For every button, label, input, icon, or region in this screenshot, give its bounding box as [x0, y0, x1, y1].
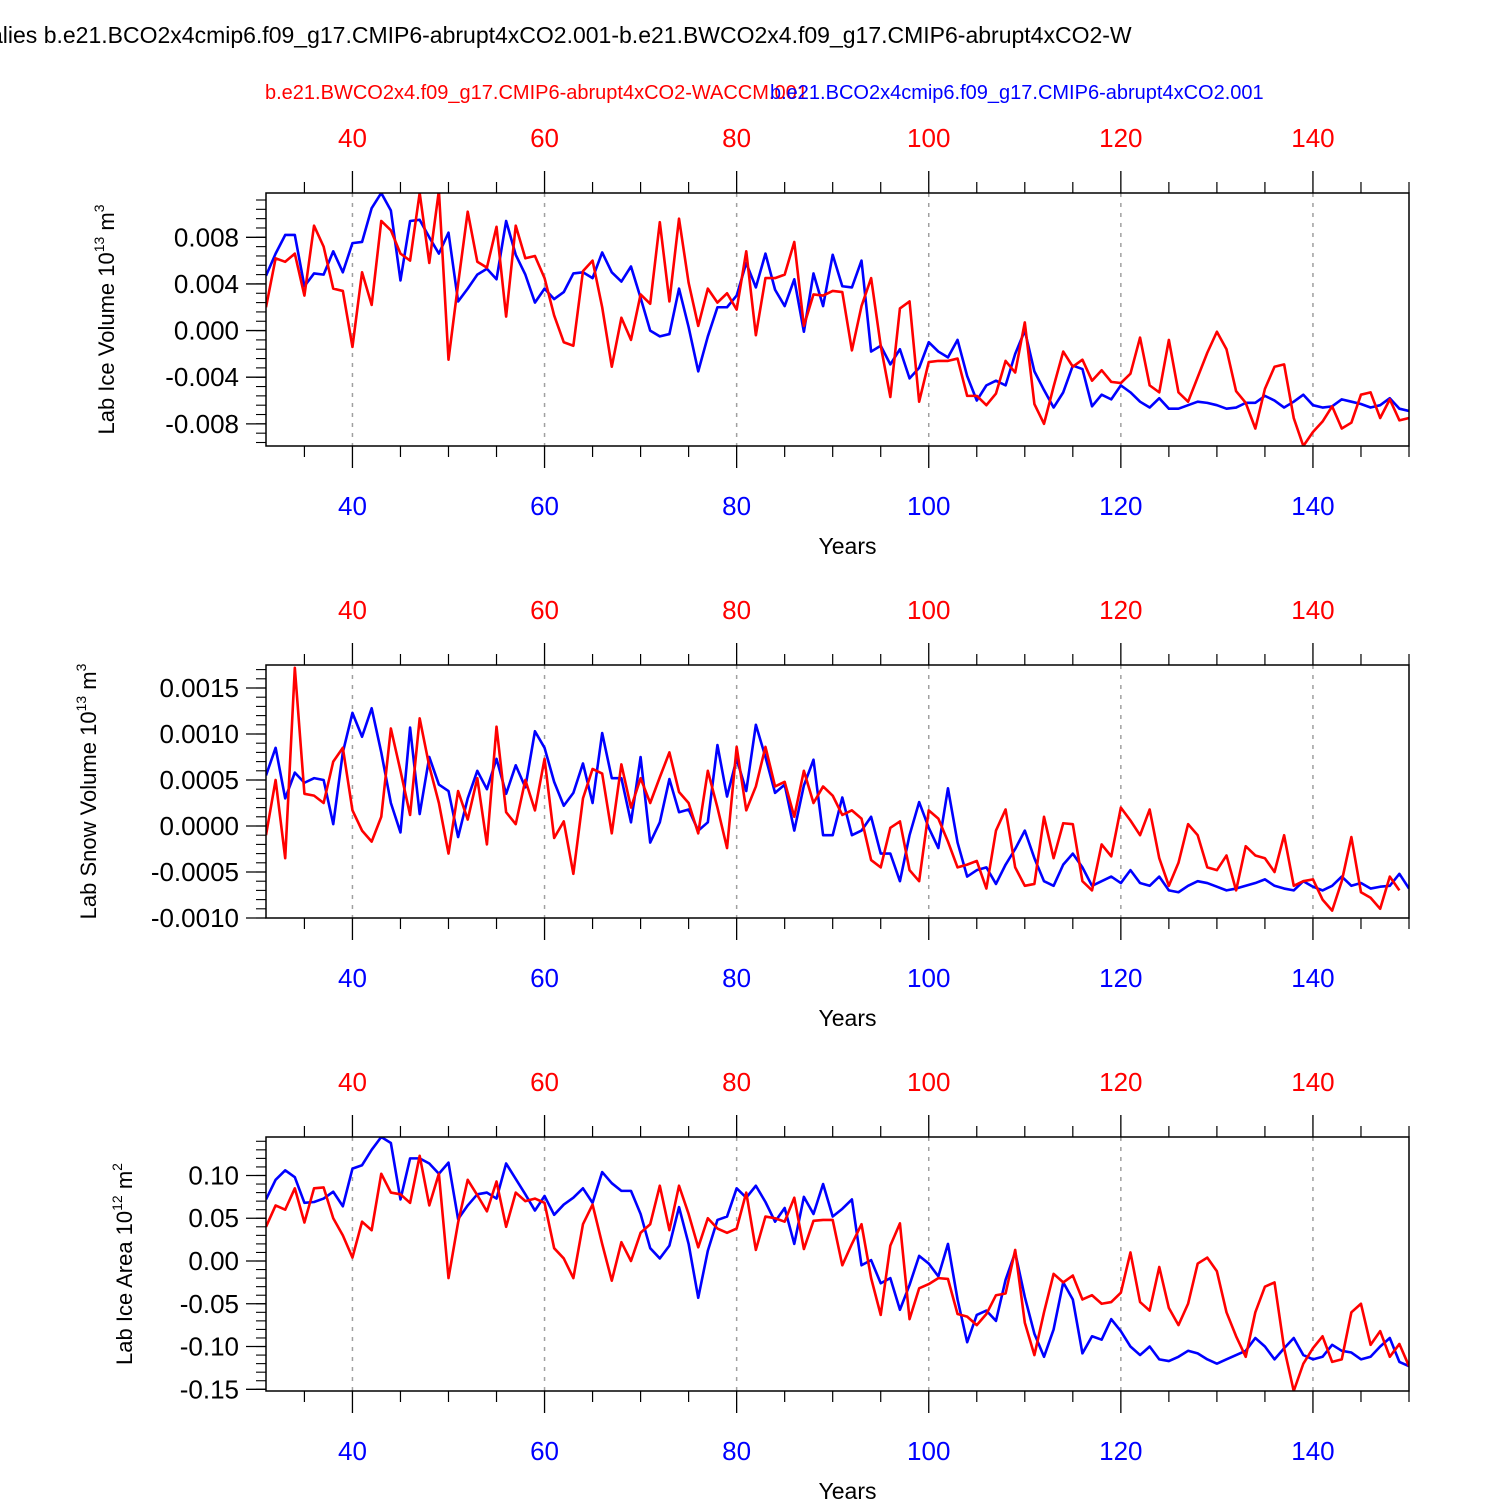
x-tick-label-top: 60	[530, 123, 559, 153]
x-tick-label-top: 100	[907, 595, 950, 625]
y-axis-label: Lab Ice Area 1012 m2	[109, 1163, 137, 1365]
y-tick-label: -0.15	[180, 1374, 239, 1404]
y-label-unit-exponent: 3	[91, 204, 107, 212]
y-tick-label: 0.0010	[159, 719, 239, 749]
main-title: alies b.e21.BCO2x4cmip6.f09_g17.CMIP6-ab…	[0, 22, 1500, 52]
x-tick-label-top: 80	[722, 1067, 751, 1097]
x-tick-label-bottom: 140	[1291, 963, 1334, 993]
chart-panel-2: 40 40 60 60 80 80 100 100 120 120 140 140 Years 0.001…	[73, 595, 1410, 1031]
x-tick-label-bottom: 80	[722, 963, 751, 993]
x-tick-label-bottom: 140	[1291, 1436, 1334, 1466]
x-tick-label-top: 140	[1291, 123, 1334, 153]
x-tick-label-bottom: 80	[722, 491, 751, 521]
x-tick-label-bottom: 120	[1099, 963, 1142, 993]
series-line-red	[266, 666, 1401, 912]
x-tick-label-top: 120	[1099, 1067, 1142, 1097]
y-tick-label: -0.10	[180, 1332, 239, 1362]
x-tick-label-top: 100	[907, 123, 950, 153]
y-label-unit: m	[94, 212, 119, 236]
y-tick-label: -0.0005	[151, 857, 239, 887]
x-tick-label-bottom: 40	[338, 491, 367, 521]
y-label-unit-exponent: 3	[73, 663, 89, 671]
x-tick-label-bottom: 100	[907, 963, 950, 993]
y-tick-label: 0.008	[174, 222, 239, 252]
y-label-exponent: 13	[91, 237, 107, 253]
y-label-exponent: 12	[109, 1195, 125, 1211]
x-tick-label-bottom: 80	[722, 1436, 751, 1466]
y-tick-label: 0.10	[188, 1160, 239, 1190]
x-tick-label-top: 40	[338, 595, 367, 625]
x-tick-label-top: 40	[338, 123, 367, 153]
y-tick-label: 0.0000	[159, 811, 239, 841]
y-label-exponent: 13	[73, 696, 89, 712]
x-tick-label-bottom: 60	[530, 491, 559, 521]
y-tick-label: 0.00	[188, 1246, 239, 1276]
y-tick-label: 0.05	[188, 1203, 239, 1233]
plot-frame	[265, 664, 1410, 919]
y-label-unit: m	[76, 671, 101, 695]
plot-frame	[265, 192, 1410, 447]
x-tick-label-bottom: 120	[1099, 491, 1142, 521]
y-tick-label: 0.0005	[159, 765, 239, 795]
x-tick-label-top: 80	[722, 595, 751, 625]
y-tick-label: -0.004	[165, 362, 239, 392]
y-tick-label: -0.008	[165, 409, 239, 439]
y-tick-label: 0.0015	[159, 673, 239, 703]
x-tick-label-bottom: 140	[1291, 491, 1334, 521]
chart-panel-1: 40 40 60 60 80 80 100 100 120 120 140 140 Years 0.008…	[91, 123, 1410, 559]
x-axis-label: Years	[819, 1478, 877, 1500]
x-tick-label-top: 140	[1291, 1067, 1334, 1097]
legend-blue-label: b.e21.BCO2x4cmip6.f09_g17.CMIP6-abrupt4x…	[770, 82, 1264, 104]
y-label-main: Lab Ice Area 10	[112, 1211, 137, 1365]
x-tick-label-bottom: 120	[1099, 1436, 1142, 1466]
y-tick-label: 0.000	[174, 316, 239, 346]
x-tick-label-top: 120	[1099, 123, 1142, 153]
series-line-red	[266, 1154, 1409, 1391]
y-axis-label: Lab Ice Volume 1013 m3	[91, 204, 119, 434]
series-line-blue	[266, 193, 1409, 413]
y-label-main: Lab Ice Volume 10	[94, 252, 119, 434]
y-tick-label: -0.05	[180, 1289, 239, 1319]
y-label-unit-exponent: 2	[109, 1163, 125, 1171]
y-tick-label: -0.0010	[151, 903, 239, 933]
x-axis-label: Years	[819, 533, 877, 559]
series-line-red	[266, 193, 1409, 446]
main-title-text: alies b.e21.BCO2x4cmip6.f09_g17.CMIP6-ab…	[0, 22, 1132, 48]
series-line-blue	[266, 706, 1409, 894]
x-tick-label-top: 120	[1099, 595, 1142, 625]
legend-red-label: b.e21.BWCO2x4.f09_g17.CMIP6-abrupt4xCO2-…	[265, 82, 808, 104]
plot-frame	[265, 1136, 1410, 1392]
x-tick-label-bottom: 100	[907, 491, 950, 521]
x-tick-label-top: 80	[722, 123, 751, 153]
x-tick-label-top: 60	[530, 595, 559, 625]
chart-panel-3: 40 40 60 60 80 80 100 100 120 120 140 140 Years 0.10 0…	[109, 1067, 1410, 1500]
y-label-unit: m	[112, 1171, 137, 1195]
series-line-blue	[266, 1137, 1409, 1368]
x-axis-label: Years	[819, 1005, 877, 1031]
x-tick-label-top: 60	[530, 1067, 559, 1097]
x-tick-label-top: 100	[907, 1067, 950, 1097]
x-tick-label-bottom: 60	[530, 1436, 559, 1466]
x-tick-label-bottom: 100	[907, 1436, 950, 1466]
y-label-main: Lab Snow Volume 10	[76, 711, 101, 919]
x-tick-label-bottom: 40	[338, 1436, 367, 1466]
x-tick-label-bottom: 40	[338, 963, 367, 993]
x-tick-label-top: 40	[338, 1067, 367, 1097]
x-tick-label-bottom: 60	[530, 963, 559, 993]
y-tick-label: 0.004	[174, 269, 239, 299]
y-axis-label: Lab Snow Volume 1013 m3	[73, 663, 101, 919]
x-tick-label-top: 140	[1291, 595, 1334, 625]
